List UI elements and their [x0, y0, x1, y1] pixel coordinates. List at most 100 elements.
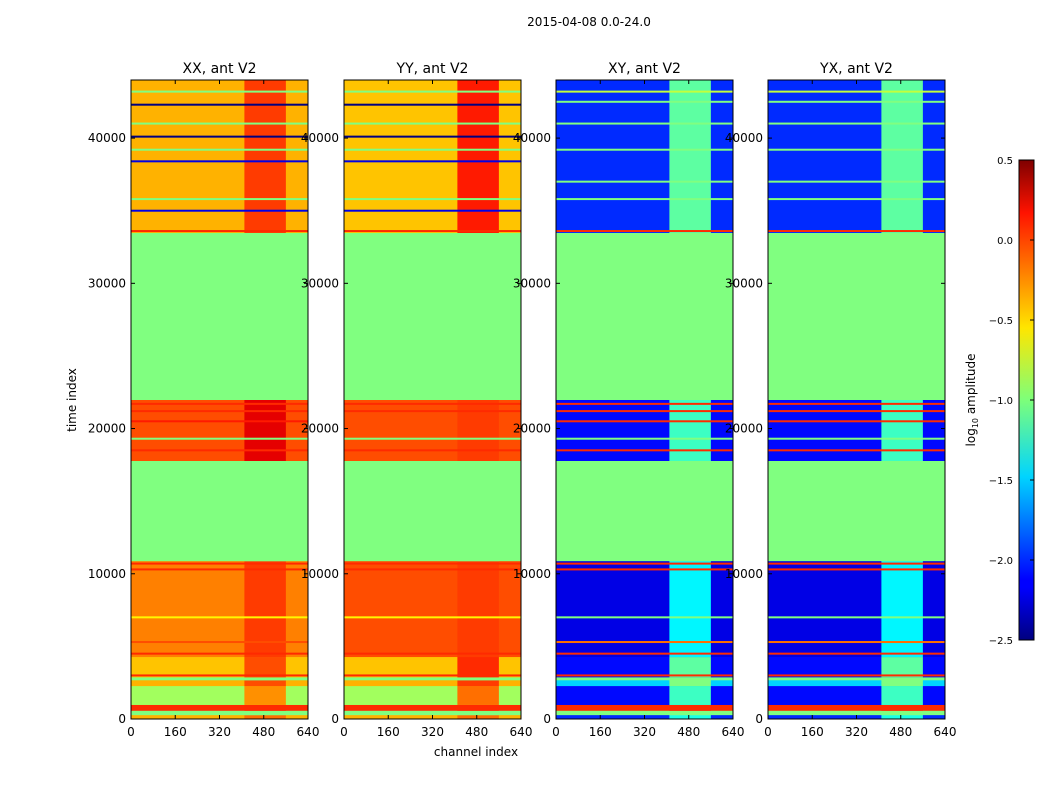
y-tick-label: 20000: [725, 422, 763, 436]
heatmap-stripe: [556, 420, 733, 423]
heatmap-band: [131, 676, 308, 681]
y-tick-label: 20000: [88, 422, 126, 436]
heatmap-stripe: [556, 674, 733, 677]
heatmap-stripe: [131, 616, 308, 619]
heatmap-band: [556, 679, 733, 687]
heatmap-stripe: [768, 420, 945, 423]
y-tick-label: 0: [118, 712, 126, 726]
x-tick-label: 160: [589, 725, 612, 739]
heatmap-stripe: [556, 410, 733, 413]
panel-title: XX, ant V2: [183, 61, 257, 77]
y-tick-label: 40000: [725, 131, 763, 145]
heatmap-band-hot-channels: [881, 560, 923, 658]
panel-title: XY, ant V2: [608, 61, 681, 77]
heatmap-stripe: [344, 90, 521, 93]
y-tick-label: 30000: [301, 276, 339, 290]
y-tick-label: 30000: [513, 276, 551, 290]
heatmap-band-hot-channels: [881, 679, 923, 687]
heatmap-stripe: [344, 160, 521, 163]
heatmap-stripe: [556, 652, 733, 655]
x-tick-label: 640: [297, 725, 320, 739]
heatmap-stripe: [344, 230, 521, 233]
heatmap-band-hot-channels: [457, 679, 499, 687]
colorbar-tick-label: 0.5: [997, 156, 1013, 167]
x-tick-label: 480: [252, 725, 275, 739]
heatmap-stripe: [344, 410, 521, 413]
y-tick-label: 20000: [513, 422, 551, 436]
heatmap-band-hot-channels: [244, 679, 286, 687]
panel-title: YY, ant V2: [396, 61, 469, 77]
heatmap-band-hot-channels: [881, 676, 923, 681]
y-tick-label: 20000: [301, 422, 339, 436]
heatmap-stripe: [131, 122, 308, 125]
heatmap-stripe: [768, 230, 945, 233]
heatmap-band: [768, 676, 945, 681]
x-tick-label: 320: [208, 725, 231, 739]
panel-xy: XY, ant V2 0 160 320 480 640 0 10000 20000 30000 4…: [513, 61, 745, 739]
heatmap-stripe: [768, 180, 945, 183]
heatmap-stripe: [131, 437, 308, 440]
heatmap-band-hot-channels: [669, 656, 711, 678]
heatmap-stripe: [768, 90, 945, 93]
heatmap-stripe: [768, 410, 945, 413]
heatmap-band: [131, 679, 308, 687]
y-tick-label: 10000: [513, 567, 551, 581]
heatmap-stripe: [556, 230, 733, 233]
heatmap-band-hot-channels: [244, 560, 286, 658]
heatmap-band-hot-channels: [457, 560, 499, 658]
heatmap-stripe: [556, 100, 733, 103]
colorbar-tick-label: −0.5: [989, 316, 1013, 327]
heatmap-band: [131, 710, 308, 716]
heatmap-stripe: [556, 568, 733, 571]
y-tick-label: 10000: [301, 567, 339, 581]
heatmap-stripe: [344, 122, 521, 125]
y-tick-label: 30000: [725, 276, 763, 290]
heatmap-stripe: [344, 402, 521, 405]
heatmap-band-hot-channels: [669, 80, 711, 233]
heatmap-band-hot-channels: [669, 232, 711, 400]
heatmap-band: [768, 710, 945, 716]
heatmap-stripe: [344, 616, 521, 619]
heatmap-stripe: [768, 449, 945, 452]
y-tick-label: 10000: [88, 567, 126, 581]
heatmap-stripe: [131, 402, 308, 405]
heatmap-stripe: [768, 437, 945, 440]
y-tick-label: 0: [331, 712, 339, 726]
heatmap-band-hot-channels: [669, 676, 711, 681]
y-tick-label: 30000: [88, 276, 126, 290]
heatmap-band-hot-channels: [881, 80, 923, 233]
heatmap-stripe: [131, 209, 308, 212]
heatmap-stripe: [768, 100, 945, 103]
heatmap-stripe: [344, 652, 521, 655]
colorbar: log10 amplitude 0.5 0.0 −0.5 −1.0 −1.5 −2.0 −2…: [964, 156, 1035, 647]
heatmap-band-hot-channels: [881, 714, 923, 720]
heatmap-band: [344, 704, 521, 711]
heatmap-band-hot-channels: [244, 460, 286, 562]
heatmap-band-hot-channels: [457, 399, 499, 461]
heatmap-stripe: [131, 410, 308, 413]
heatmap-band: [768, 704, 945, 711]
heatmap-band-hot-channels: [881, 685, 923, 705]
y-tick-label: 40000: [88, 131, 126, 145]
heatmap-band-hot-channels: [669, 460, 711, 562]
heatmap-stripe: [131, 230, 308, 233]
panel-title: YX, ant V2: [819, 61, 893, 77]
heatmap-stripe: [344, 198, 521, 201]
heatmap-stripe: [556, 562, 733, 565]
heatmap-stripe: [344, 209, 521, 212]
heatmap-stripe: [344, 568, 521, 571]
heatmap-stripe: [556, 198, 733, 201]
y-tick-label: 40000: [513, 131, 551, 145]
heatmap-stripe: [556, 122, 733, 125]
heatmap-stripe: [768, 568, 945, 571]
y-axis-label: time index: [65, 368, 79, 432]
heatmap-stripe: [556, 402, 733, 405]
heatmap-band-hot-channels: [881, 460, 923, 562]
heatmap-band-hot-channels: [244, 232, 286, 400]
y-tick-label: 10000: [725, 567, 763, 581]
heatmap-band-hot-channels: [244, 676, 286, 681]
heatmap-band-hot-channels: [669, 704, 711, 711]
heatmap-stripe: [131, 148, 308, 151]
